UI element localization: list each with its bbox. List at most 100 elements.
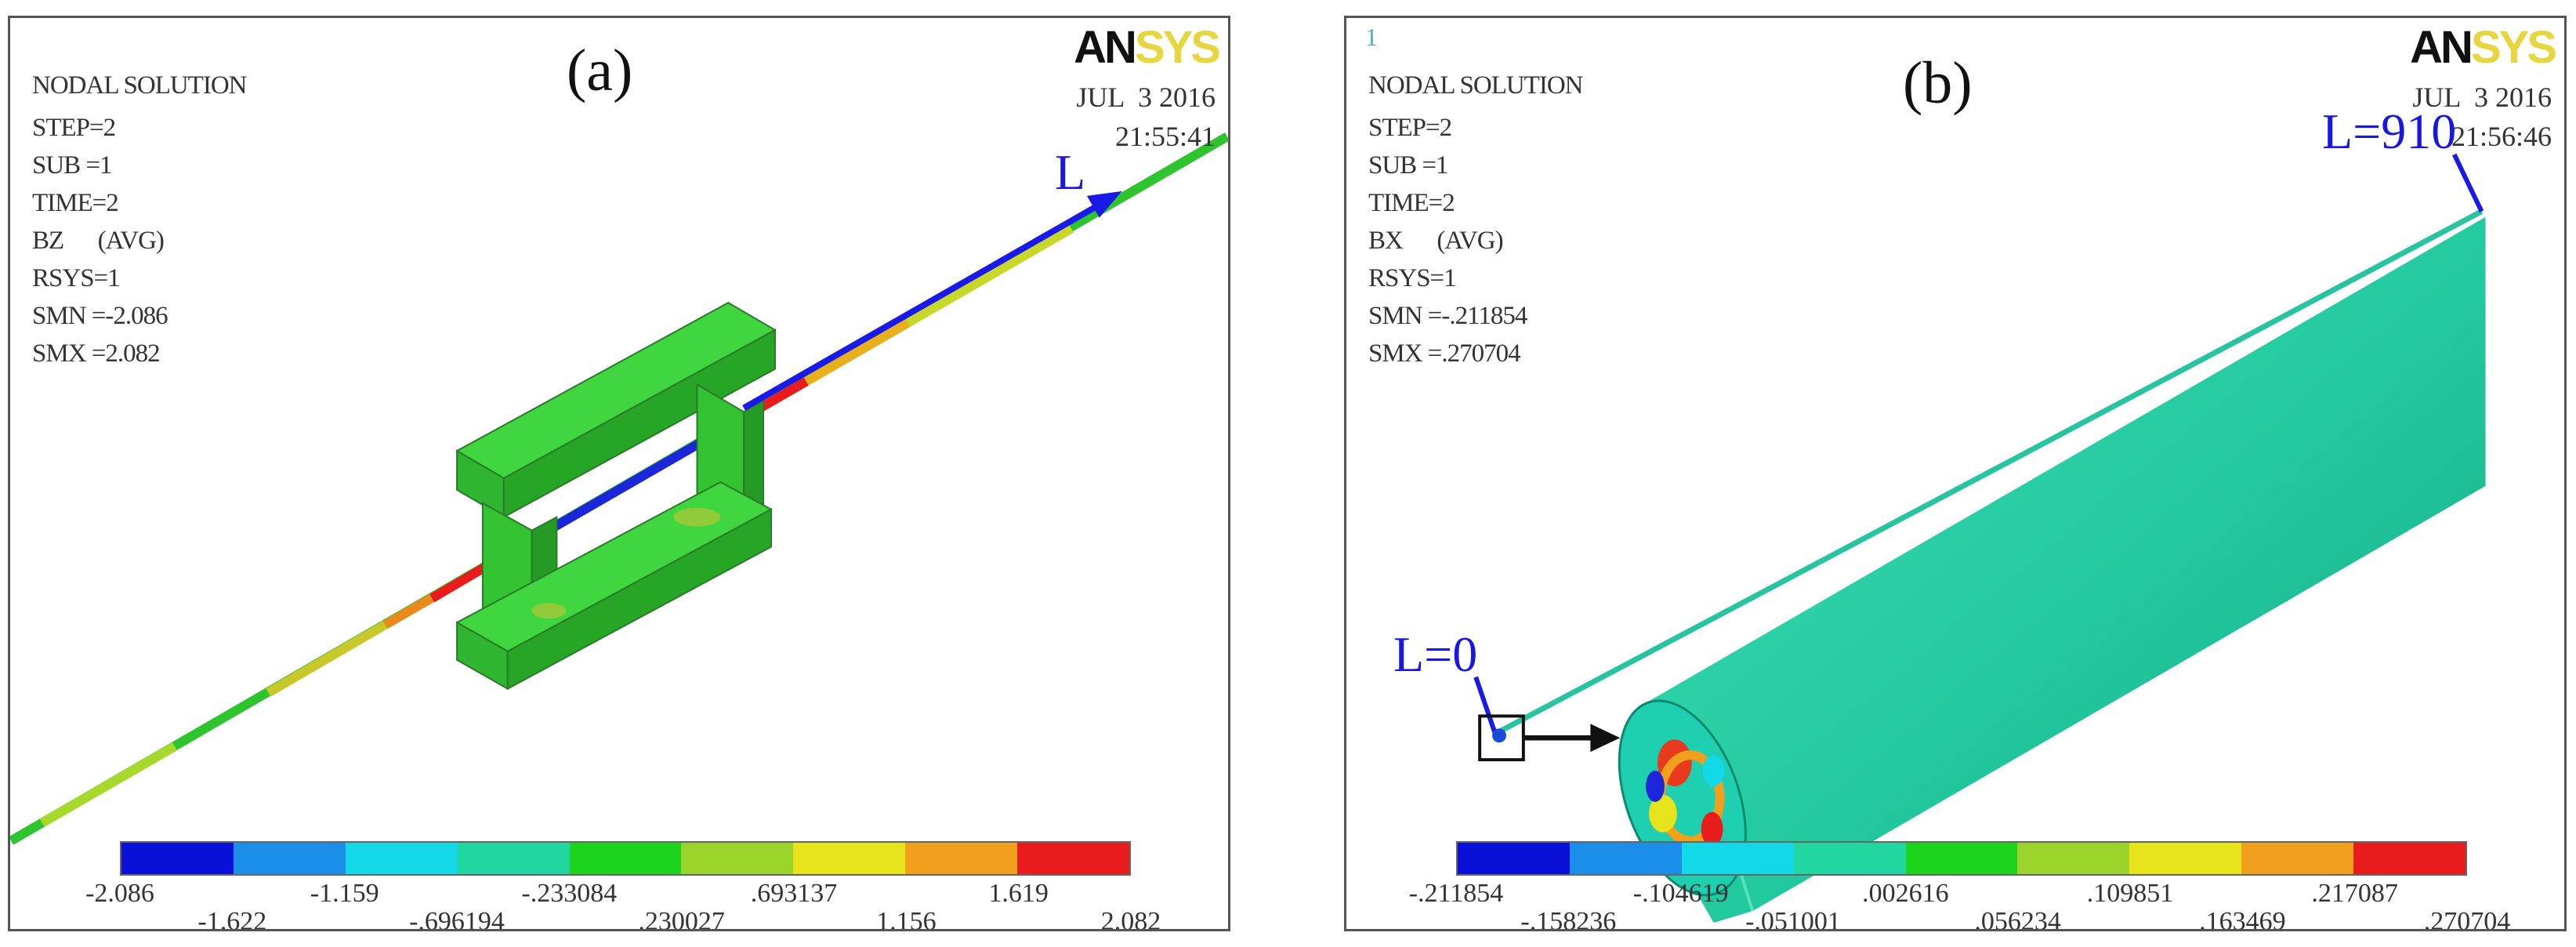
scene-a xyxy=(10,132,1228,845)
logo-an: AN xyxy=(1074,22,1137,73)
ansys-logo-b: ANSYS xyxy=(2410,21,2557,74)
legend-label-bottom-3: 1.156 xyxy=(876,907,937,931)
legend-swatch-3 xyxy=(457,843,570,874)
info-step: STEP=2 xyxy=(32,114,116,142)
time-a: 21:55:41 xyxy=(1114,121,1216,152)
beam-segment-yellow-right xyxy=(905,224,1074,328)
beam-segment-yellow-left xyxy=(39,742,177,827)
beam-segment-orange-right xyxy=(803,318,911,386)
arrow-label-l: L xyxy=(1055,144,1086,200)
info-smn: SMN =-.211854 xyxy=(1368,302,1527,330)
legend-label-top-1: -.104619 xyxy=(1632,879,1729,908)
color-legend-a xyxy=(120,841,1131,876)
l910-leader xyxy=(2452,153,2484,213)
info-smx: SMX =2.082 xyxy=(32,339,161,368)
zoom-arrow-head xyxy=(1590,724,1621,753)
legend-label-bottom-1: -.696194 xyxy=(409,907,505,931)
zoom-box-dot xyxy=(1492,728,1506,743)
legend-label-top-3: .109851 xyxy=(2086,879,2174,908)
legend-swatch-7 xyxy=(2241,843,2354,874)
path-arrow-line xyxy=(742,202,1100,411)
legend-label-bottom-4: 2.082 xyxy=(1100,907,1161,931)
scene-b xyxy=(1473,153,2486,923)
legend-label-top-4: .217087 xyxy=(2311,879,2398,908)
legend-swatch-8 xyxy=(2353,843,2466,874)
path-arrow-head xyxy=(1086,190,1122,218)
info-block-b: NODAL SOLUTION STEP=2 SUB =1 TIME=2 BX (… xyxy=(1368,67,1583,372)
legend-label-top-0: -2.086 xyxy=(85,879,154,908)
pole-spot-right xyxy=(673,507,721,527)
time-b: 21:56:46 xyxy=(2451,121,2552,152)
info-title: NODAL SOLUTION xyxy=(32,71,247,100)
panel-b: 1 (b) NODAL SOLUTION STEP=2 SUB =1 TIME=… xyxy=(1344,16,2567,931)
legend-label-bottom-4: .270704 xyxy=(2423,907,2511,931)
info-field: BZ (AVG) xyxy=(32,227,165,255)
pole-spot-left xyxy=(531,603,567,619)
legend-swatch-4 xyxy=(569,843,682,874)
label-l910: L=910 xyxy=(2322,103,2457,159)
legend-swatch-6 xyxy=(793,843,906,874)
legend-swatch-6 xyxy=(2129,843,2242,874)
info-field: BX (AVG) xyxy=(1368,227,1504,255)
logo-sys: SYS xyxy=(2470,22,2557,73)
info-rsys: RSYS=1 xyxy=(1368,264,1457,292)
legend-label-top-2: -.233084 xyxy=(521,879,618,908)
legend-swatch-8 xyxy=(1017,843,1130,874)
ansys-logo-a: ANSYS xyxy=(1074,21,1221,74)
legend-label-bottom-0: -.158236 xyxy=(1520,907,1617,931)
legend-swatch-4 xyxy=(1905,843,2018,874)
end-face-red-spot-2 xyxy=(1701,811,1723,847)
legend-swatch-2 xyxy=(345,843,458,874)
magnet-yoke xyxy=(455,301,777,691)
panel-b-label: (b) xyxy=(1903,50,1973,116)
legend-label-top-1: -1.159 xyxy=(310,879,379,908)
info-smx: SMX =.270704 xyxy=(1368,339,1521,368)
logo-an: AN xyxy=(2410,22,2473,73)
corner-mark: 1 xyxy=(1365,23,1378,51)
info-sub: SUB =1 xyxy=(32,151,113,180)
info-time: TIME=2 xyxy=(1368,189,1455,217)
yoke-top-side xyxy=(502,328,776,519)
info-sub: SUB =1 xyxy=(1368,151,1449,180)
info-smn: SMN =-2.086 xyxy=(32,302,168,330)
legend-swatch-1 xyxy=(1569,843,1682,874)
beam-segment-blue-center xyxy=(531,423,731,543)
color-legend-b xyxy=(1456,841,2467,876)
legend-swatch-0 xyxy=(1458,843,1570,874)
info-block-a: NODAL SOLUTION STEP=2 SUB =1 TIME=2 BZ (… xyxy=(32,67,247,372)
end-face-yellow-area xyxy=(1649,794,1677,833)
legend-swatch-0 xyxy=(121,843,234,874)
timestamp-a: JUL 3 2016 21:55:41 xyxy=(1076,78,1216,156)
date-b: JUL 3 2016 xyxy=(2412,82,2552,113)
legend-swatch-1 xyxy=(233,843,346,874)
legend-label-bottom-3: .163469 xyxy=(2199,907,2286,931)
info-rsys: RSYS=1 xyxy=(32,264,121,292)
legend-label-bottom-2: .056234 xyxy=(1974,907,2061,931)
legend-label-bottom-0: -1.622 xyxy=(197,907,267,931)
beam-segment-orange-left xyxy=(266,620,388,697)
date-a: JUL 3 2016 xyxy=(1076,82,1216,113)
legend-swatch-5 xyxy=(681,843,794,874)
info-title: NODAL SOLUTION xyxy=(1368,71,1583,100)
legend-label-top-0: -.211854 xyxy=(1408,879,1504,908)
panel-a: (a) NODAL SOLUTION STEP=2 SUB =1 TIME=2 … xyxy=(8,16,1230,931)
end-face-cyan-spot xyxy=(1702,755,1725,786)
legend-label-top-4: 1.619 xyxy=(988,879,1049,908)
legend-swatch-3 xyxy=(1793,843,1906,874)
legend-swatch-2 xyxy=(1681,843,1794,874)
legend-swatch-5 xyxy=(2017,843,2130,874)
end-face-blue-spot-1 xyxy=(1646,771,1665,802)
l0-leader xyxy=(1473,676,1498,735)
label-l0: L=0 xyxy=(1393,626,1478,682)
legend-swatch-7 xyxy=(905,843,1018,874)
zoom-cylinder-body xyxy=(1643,216,2486,923)
logo-sys: SYS xyxy=(1134,22,1221,73)
yoke-bottom-side xyxy=(506,508,772,691)
timestamp-b: JUL 3 2016 21:56:46 xyxy=(2412,78,2552,156)
legend-label-bottom-2: .230027 xyxy=(638,907,725,931)
panel-a-label: (a) xyxy=(567,38,633,103)
info-step: STEP=2 xyxy=(1368,114,1452,142)
legend-label-top-2: .002616 xyxy=(1862,879,1949,908)
legend-label-bottom-1: -.051001 xyxy=(1745,907,1841,931)
legend-label-top-3: .693137 xyxy=(750,879,838,908)
